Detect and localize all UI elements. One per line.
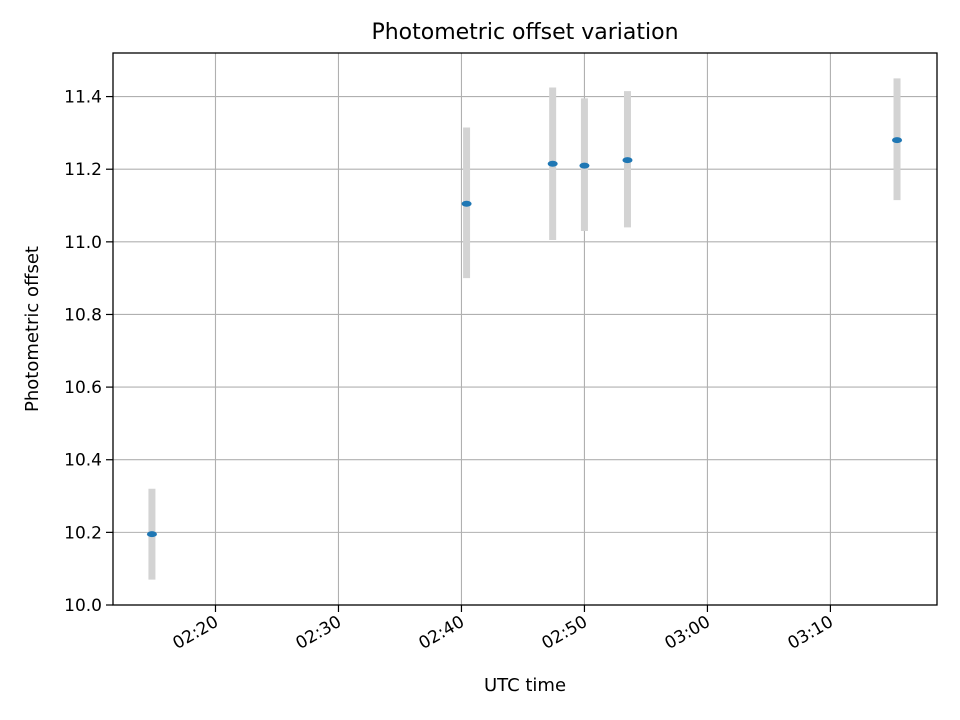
grid-lines bbox=[113, 53, 937, 606]
y-tick-label: 10.0 bbox=[64, 596, 102, 616]
data-point bbox=[579, 162, 590, 169]
data-point bbox=[622, 157, 633, 164]
data-points bbox=[146, 137, 903, 538]
data-point bbox=[892, 137, 903, 144]
x-tick-label: 03:10 bbox=[784, 612, 836, 654]
x-tick-label: 02:50 bbox=[539, 612, 591, 654]
y-tick-label: 10.6 bbox=[64, 378, 102, 398]
y-tick-label: 10.8 bbox=[64, 305, 102, 325]
y-axis-ticks: 10.0 10.2 10.4 10.6 10.8 11.0 11.2 11.4 bbox=[64, 88, 113, 616]
x-tick-label: 02:20 bbox=[170, 612, 222, 654]
plot-frame bbox=[112, 52, 938, 606]
x-tick-label: 03:00 bbox=[661, 612, 713, 654]
x-axis-ticks: 02:20 02:30 02:40 02:50 03:00 03:10 bbox=[170, 605, 837, 654]
y-axis-label: Photometric offset bbox=[22, 246, 43, 412]
data-point bbox=[146, 531, 157, 538]
chart-title: Photometric offset variation bbox=[371, 20, 678, 45]
y-tick-label: 10.4 bbox=[64, 451, 102, 471]
error-bars bbox=[148, 78, 901, 580]
data-point bbox=[461, 200, 472, 207]
x-axis-label: UTC time bbox=[484, 675, 566, 696]
y-tick-label: 10.2 bbox=[64, 523, 102, 543]
x-tick-label: 02:40 bbox=[416, 612, 468, 654]
data-point bbox=[547, 160, 558, 167]
x-tick-label: 02:30 bbox=[293, 612, 345, 654]
y-tick-label: 11.2 bbox=[64, 160, 102, 180]
y-tick-label: 11.0 bbox=[64, 233, 102, 253]
y-tick-label: 11.4 bbox=[64, 88, 102, 108]
